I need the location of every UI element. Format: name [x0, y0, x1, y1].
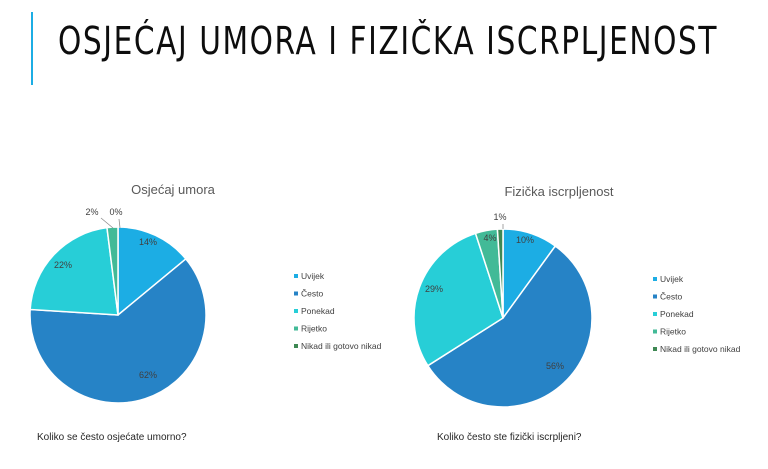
- pie-slice-ponekad: [413, 232, 504, 367]
- data-label-rijetko: 2%: [85, 207, 98, 217]
- legend-swatch-uvijek: [653, 277, 657, 281]
- question-osjecaj-umora: Koliko se često osjećate umorno?: [37, 432, 187, 443]
- legend-label-nikad-ili-gotovo-nikad: Nikad ili gotovo nikad: [660, 344, 741, 354]
- legend-fizicka-iscrpljenost: Uvijek Često Ponekad Rijetko Nikad ili gotov…: [653, 274, 741, 354]
- pie-slice-cesto: [29, 257, 207, 404]
- legend-swatch-ponekad: [653, 312, 657, 316]
- legend-swatch-cesto: [294, 291, 298, 296]
- pie-slice-ponekad: [29, 226, 119, 316]
- legend-swatch-ponekad: [294, 309, 298, 313]
- data-label-ponekad: 29%: [425, 284, 443, 294]
- pie-slice-uvijek: [117, 226, 187, 317]
- legend-label-rijetko: Rijetko: [301, 324, 327, 334]
- pie-slice-cesto: [426, 244, 593, 408]
- chart-title-osjecaj-umora: Osjećaj umora: [131, 182, 216, 197]
- data-label-rijetko: 4%: [483, 233, 496, 243]
- data-label-uvijek: 14%: [139, 237, 157, 247]
- legend-label-nikad-ili-gotovo-nikad: Nikad ili gotovo nikad: [301, 341, 382, 351]
- data-label-nikad-ili-gotovo-nikad: 1%: [493, 212, 506, 222]
- legend-swatch-nikad-ili-gotovo-nikad: [294, 344, 298, 348]
- leader-line-nikad-ili-gotovo-nikad: [118, 218, 121, 229]
- legend-osjecaj-umora: Uvijek Često Ponekad Rijetko Nikad ili gotov…: [294, 271, 382, 351]
- data-label-uvijek: 10%: [516, 235, 534, 245]
- legend-swatch-uvijek: [294, 274, 298, 278]
- data-label-cesto: 56%: [546, 361, 564, 371]
- legend-label-cesto: Često: [660, 292, 682, 302]
- legend-swatch-cesto: [653, 294, 657, 299]
- legend-swatch-rijetko: [653, 329, 657, 334]
- leader-line-rijetko: [100, 217, 114, 229]
- legend-label-uvijek: Uvijek: [301, 271, 325, 281]
- data-label-ponekad: 22%: [54, 260, 72, 270]
- data-label-cesto: 62%: [139, 370, 157, 380]
- title-accent-bar: [31, 12, 33, 85]
- legend-label-rijetko: Rijetko: [660, 327, 686, 337]
- question-fizicka-iscrpljenost: Koliko često ste fizički iscrpljeni?: [437, 432, 582, 443]
- slide-title: Osjećaj umora i fizička iscrpljenost: [58, 19, 719, 63]
- pie-chart-fizicka-iscrpljenost: 10% 56% 29% 4% 1%: [413, 212, 593, 408]
- legend-swatch-rijetko: [294, 326, 298, 331]
- chart-title-fizicka-iscrpljenost: Fizička iscrpljenost: [504, 184, 613, 199]
- legend-swatch-nikad-ili-gotovo-nikad: [653, 347, 657, 351]
- legend-label-uvijek: Uvijek: [660, 274, 684, 284]
- legend-label-ponekad: Ponekad: [301, 306, 335, 316]
- legend-label-ponekad: Ponekad: [660, 309, 694, 319]
- legend-label-cesto: Često: [301, 289, 323, 299]
- pie-chart-osjecaj-umora: 14% 62% 22% 2% 0%: [29, 207, 207, 404]
- data-label-nikad-ili-gotovo-nikad: 0%: [109, 207, 122, 217]
